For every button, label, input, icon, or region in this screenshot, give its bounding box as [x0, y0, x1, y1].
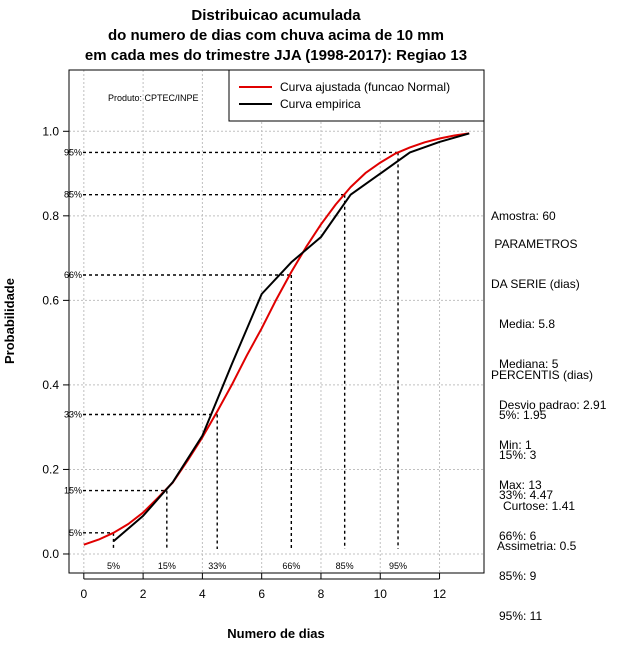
x-tick-label: 4: [199, 587, 206, 601]
kurtosis-value: Curtose: 1.41: [503, 498, 576, 513]
percentile-66: 66%: 6: [499, 528, 537, 543]
percentile-label-y: 85%: [64, 190, 82, 200]
min-value: Min: 1: [499, 437, 532, 452]
x-tick-label: 12: [433, 587, 447, 601]
x-tick-label: 6: [258, 587, 265, 601]
legend: Curva ajustada (funcao Normal) Curva empi…: [228, 69, 485, 122]
y-tick-label: 0.0: [42, 547, 59, 561]
x-tick-label: 2: [140, 587, 147, 601]
y-axis-label: Probabilidade: [2, 278, 17, 364]
grid-lines: [69, 70, 484, 573]
percentile-label-y: 15%: [64, 486, 82, 496]
sample-size: Amostra: 60: [491, 208, 556, 223]
percentile-guides: 5% 5% 15% 15% 33% 33% 66% 66% 85% 85% 95% 95%: [64, 147, 407, 571]
percentile-95: 95%: 11: [499, 609, 543, 624]
shape-panel: Curtose: 1.41 Assimetria: 0.5: [497, 473, 576, 567]
legend-box: [228, 69, 485, 122]
parameters-subtitle: DA SERIE (dias): [491, 277, 580, 292]
y-tick-label: 0.4: [42, 378, 59, 392]
plot-frame: [68, 69, 485, 574]
percentile-15: 15%: 3: [499, 448, 537, 463]
std-dev-value: Desvio padrao: 2.91: [499, 397, 607, 412]
percentile-5: 5%: 1.95: [499, 408, 547, 423]
chart-title: Distribuicao acumulada do numero de dias…: [85, 7, 467, 64]
mean-value: Media: 5.8: [499, 317, 556, 332]
percentile-label-y: 33%: [64, 409, 82, 419]
percentile-label-x: 33%: [208, 561, 226, 571]
y-tick-label: 0.6: [42, 293, 59, 307]
y-tick-label: 0.8: [42, 209, 59, 223]
median-value: Mediana: 5: [499, 357, 559, 372]
parameters-title: PARAMETROS: [491, 236, 578, 251]
title-line-2: do numero de dias com chuva acima de 10 …: [108, 27, 444, 44]
x-tick-label: 8: [318, 587, 325, 601]
max-value: Max: 13: [499, 478, 542, 493]
percentile-label-x: 95%: [389, 561, 407, 571]
x-tick-label: 10: [374, 587, 388, 601]
parameters-panel: PARAMETROS DA SERIE (dias) Media: 5.8 Me…: [491, 211, 606, 506]
percentile-label-y: 66%: [64, 270, 82, 280]
legend-entry: Curva ajustada (funcao Normal): [280, 80, 450, 94]
title-line-3: em cada mes do trimestre JJA (1998-2017)…: [85, 47, 467, 64]
fitted-normal-curve: [83, 132, 470, 546]
percentile-label-x: 66%: [282, 561, 300, 571]
empirical-curve: [112, 132, 470, 543]
title-line-1: Distribuicao acumulada: [191, 7, 361, 24]
percentile-label-x: 5%: [107, 561, 120, 571]
percentiles-title: PERCENTIS (dias): [491, 367, 594, 382]
series-lines: [83, 132, 470, 546]
x-axis-label: Numero de dias: [227, 626, 325, 641]
product-label: Produto: CPTEC/INPE: [108, 93, 199, 103]
percentile-33: 33%: 4.47: [499, 488, 554, 503]
percentile-label-x: 85%: [336, 561, 354, 571]
percentile-label-y: 5%: [69, 528, 82, 538]
x-tick-label: 0: [80, 587, 87, 601]
y-tick-label: 0.2: [42, 462, 59, 476]
legend-entry: Curva empirica: [280, 97, 361, 111]
percentile-label-y: 95%: [64, 147, 82, 157]
percentiles-panel: PERCENTIS (dias) 5%: 1.95 15%: 3 33%: 4.…: [491, 342, 593, 637]
percentile-85: 85%: 9: [499, 568, 537, 583]
axes: 0 2 4 6 8 10 12 0.0 0.2 0.4 0.6 0.8 1.0: [42, 124, 446, 601]
stats-panel: Amostra: 60: [491, 183, 556, 237]
y-tick-label: 1.0: [42, 124, 59, 138]
percentile-label-x: 15%: [158, 561, 176, 571]
skewness-value: Assimetria: 0.5: [497, 539, 577, 554]
